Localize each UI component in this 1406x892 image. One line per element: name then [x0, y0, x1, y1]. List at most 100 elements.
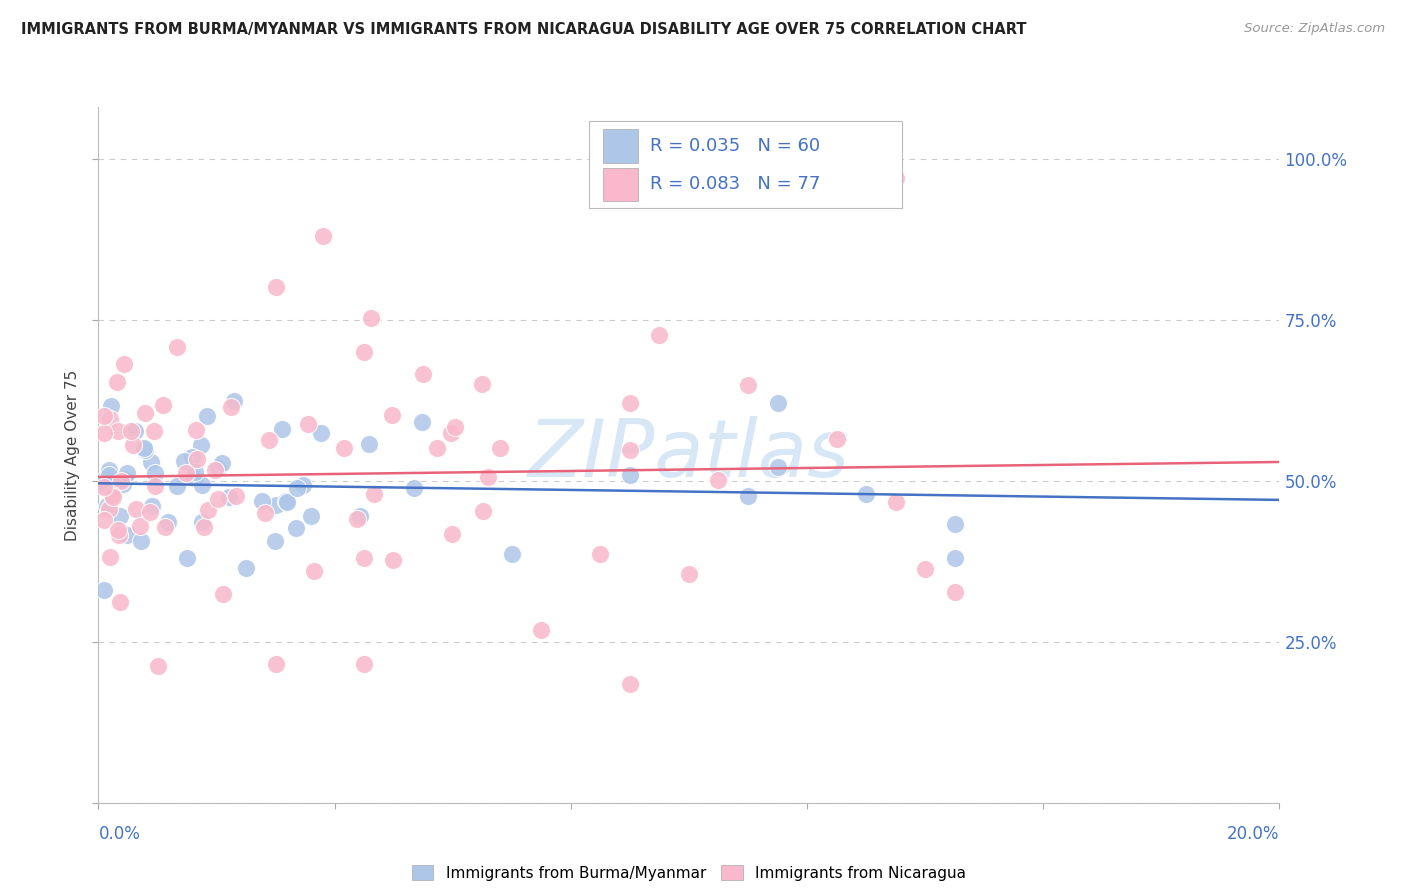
Point: [128, 519, 150, 533]
Point: [707, 473, 730, 487]
Point: [108, 527, 131, 541]
Point: [121, 424, 143, 438]
Point: [225, 490, 247, 504]
Point: [212, 587, 235, 601]
Point: [311, 426, 333, 441]
Point: [191, 477, 214, 491]
Point: [152, 398, 174, 412]
Point: [129, 533, 152, 548]
Text: R = 0.035   N = 60: R = 0.035 N = 60: [650, 137, 820, 155]
Point: [132, 441, 155, 455]
Point: [825, 432, 848, 446]
Point: [98, 549, 121, 564]
Y-axis label: Disability Age Over 75: Disability Age Over 75: [65, 369, 80, 541]
Point: [103, 490, 125, 504]
Point: [97, 468, 120, 483]
Point: [264, 280, 287, 294]
Point: [96, 500, 118, 514]
Point: [297, 417, 319, 432]
Point: [312, 228, 335, 243]
Point: [98, 483, 121, 497]
Point: [678, 567, 700, 582]
Point: [184, 465, 207, 479]
Point: [914, 562, 936, 576]
Text: R = 0.083   N = 77: R = 0.083 N = 77: [650, 175, 820, 194]
Text: Source: ZipAtlas.com: Source: ZipAtlas.com: [1244, 22, 1385, 36]
Point: [110, 474, 132, 488]
Point: [440, 426, 463, 441]
Point: [264, 657, 287, 672]
Point: [207, 461, 229, 475]
Point: [156, 515, 179, 529]
Point: [285, 521, 308, 535]
Point: [139, 505, 162, 519]
Point: [166, 340, 188, 354]
Point: [477, 470, 499, 484]
Point: [333, 441, 356, 455]
Point: [471, 377, 494, 392]
Point: [134, 406, 156, 420]
Point: [266, 498, 288, 512]
Point: [648, 327, 671, 342]
Point: [100, 399, 122, 413]
Point: [166, 479, 188, 493]
Point: [190, 438, 212, 452]
Point: [93, 426, 115, 441]
Point: [276, 495, 298, 509]
Point: [97, 502, 120, 516]
Point: [235, 560, 257, 574]
Point: [884, 495, 907, 509]
Point: [93, 513, 115, 527]
Point: [93, 409, 115, 423]
Point: [589, 548, 612, 562]
Point: [884, 170, 907, 185]
Point: [257, 433, 280, 447]
Point: [93, 477, 115, 491]
Point: [207, 492, 229, 507]
Point: [108, 509, 131, 524]
Point: [766, 460, 789, 475]
Point: [218, 490, 240, 504]
Point: [114, 472, 136, 486]
FancyBboxPatch shape: [589, 121, 901, 208]
Point: [381, 408, 404, 422]
Point: [139, 455, 162, 469]
Point: [124, 424, 146, 438]
Point: [357, 437, 380, 451]
Point: [108, 595, 131, 609]
Point: [107, 524, 129, 538]
Point: [146, 658, 169, 673]
Point: [855, 486, 877, 500]
Point: [285, 481, 308, 495]
Point: [489, 441, 512, 455]
Point: [115, 466, 138, 480]
Point: [353, 657, 375, 672]
Text: 0.0%: 0.0%: [98, 825, 141, 843]
Text: 20.0%: 20.0%: [1227, 825, 1279, 843]
Point: [291, 477, 314, 491]
Point: [141, 500, 163, 514]
Point: [143, 466, 166, 480]
Point: [117, 528, 139, 542]
Point: [270, 421, 292, 435]
Point: [224, 394, 246, 409]
Point: [766, 396, 789, 410]
FancyBboxPatch shape: [603, 168, 638, 201]
Point: [472, 504, 495, 518]
Point: [619, 442, 641, 457]
Point: [412, 368, 434, 382]
Legend: Immigrants from Burma/Myanmar, Immigrants from Nicaragua: Immigrants from Burma/Myanmar, Immigrant…: [408, 861, 970, 886]
Point: [737, 378, 759, 392]
Point: [219, 401, 242, 415]
Point: [274, 494, 297, 508]
Point: [619, 467, 641, 482]
Point: [353, 344, 375, 359]
Point: [183, 471, 205, 485]
Text: ZIPatlas: ZIPatlas: [527, 416, 851, 494]
Point: [107, 424, 129, 438]
Point: [444, 420, 467, 434]
Point: [299, 509, 322, 524]
Point: [98, 412, 121, 426]
Point: [173, 454, 195, 468]
Point: [191, 515, 214, 529]
